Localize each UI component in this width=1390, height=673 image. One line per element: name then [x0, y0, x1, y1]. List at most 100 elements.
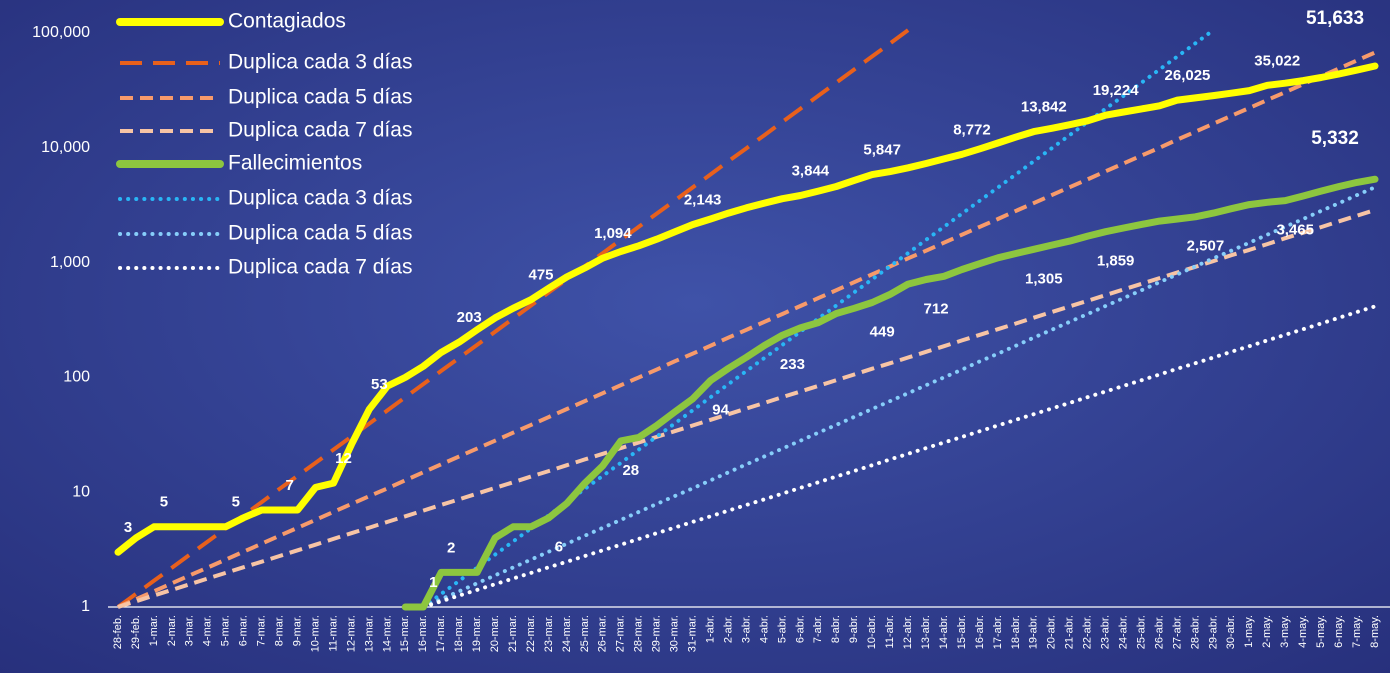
data-label: 6: [555, 539, 563, 556]
x-tick-label: 27-mar.: [615, 615, 627, 652]
data-label: 8,772: [953, 121, 991, 138]
x-tick-label: 1-mar.: [148, 615, 160, 646]
x-tick-label: 1-abr.: [704, 615, 716, 643]
y-tick-label: 10,000: [41, 139, 90, 156]
legend-label: Duplica cada 3 días: [228, 187, 412, 210]
x-tick-label: 11-mar.: [327, 615, 339, 651]
x-tick-label: 15-mar.: [399, 615, 411, 652]
data-label: 449: [870, 323, 895, 340]
x-tick-label: 17-mar.: [435, 615, 447, 652]
legend-label: Duplica cada 7 días: [228, 119, 412, 142]
y-tick-label: 10: [72, 483, 90, 500]
x-tick-label: 30-mar.: [669, 615, 681, 652]
x-tick-label: 12-abr.: [902, 615, 914, 649]
legend-label: Duplica cada 5 días: [228, 222, 412, 245]
data-label: 203: [457, 309, 482, 326]
legend-label: Duplica cada 3 días: [228, 51, 412, 74]
x-tick-label: 20-mar.: [489, 615, 501, 652]
x-tick-label: 22-mar.: [525, 615, 537, 652]
data-label: 26,025: [1165, 67, 1211, 84]
x-tick-label: 9-mar.: [291, 615, 303, 646]
x-tick-label: 30-abr.: [1225, 615, 1237, 649]
data-label: 1,094: [594, 225, 632, 242]
x-tick-label: 16-mar.: [417, 615, 429, 652]
x-tick-label: 23-abr.: [1100, 615, 1112, 649]
data-label: 3: [124, 519, 132, 536]
x-tick-label: 24-mar.: [561, 615, 573, 652]
x-tick-label: 26-mar.: [597, 615, 609, 652]
x-tick-label: 28-mar.: [633, 615, 645, 652]
x-tick-label: 22-abr.: [1082, 615, 1094, 649]
x-tick-label: 20-abr.: [1046, 615, 1058, 649]
x-tick-label: 4-mar.: [202, 615, 214, 646]
data-label: 35,022: [1254, 52, 1300, 69]
data-label: 5,847: [863, 142, 901, 159]
x-tick-label: 10-abr.: [866, 615, 878, 649]
x-tick-label: 11-abr.: [884, 615, 896, 648]
x-tick-label: 8-may.: [1369, 615, 1381, 648]
x-tick-label: 10-mar.: [309, 615, 321, 652]
x-tick-label: 17-abr.: [992, 615, 1004, 649]
x-tick-label: 27-abr.: [1171, 615, 1183, 649]
x-tick-label: 23-mar.: [543, 615, 555, 652]
x-tick-label: 7-abr.: [812, 615, 824, 643]
data-label: 5,332: [1311, 128, 1359, 149]
data-label: 5: [232, 494, 240, 511]
series-line: [421, 185, 1377, 609]
y-tick-label: 1: [81, 598, 90, 615]
x-tick-label: 24-abr.: [1118, 615, 1130, 649]
x-tick-label: 28-abr.: [1189, 615, 1201, 649]
legend-label: Duplica cada 7 días: [228, 256, 412, 279]
x-tick-label: 5-abr.: [776, 615, 788, 643]
x-tick-label: 29-mar.: [651, 615, 663, 652]
x-tick-label: 3-may.: [1279, 615, 1291, 648]
x-tick-label: 21-mar.: [507, 615, 519, 652]
x-tick-label: 21-abr.: [1064, 615, 1076, 649]
data-label: 3,465: [1276, 222, 1314, 239]
data-label: 7: [285, 477, 293, 494]
x-tick-label: 19-abr.: [1028, 615, 1040, 649]
data-label: 1,305: [1025, 270, 1063, 287]
data-label: 28: [622, 462, 639, 479]
x-tick-label: 28-feb.: [112, 615, 124, 649]
x-tick-label: 9-abr.: [848, 615, 860, 643]
data-label: 12: [335, 450, 352, 467]
x-tick-label: 18-mar.: [453, 615, 465, 652]
y-tick-label: 100: [63, 369, 90, 386]
data-label: 475: [528, 267, 553, 284]
x-tick-label: 13-mar.: [363, 615, 375, 652]
data-label: 2: [447, 539, 455, 556]
series-line: [401, 175, 1379, 611]
x-tick-label: 25-abr.: [1135, 615, 1147, 649]
x-tick-label: 6-abr.: [794, 615, 806, 643]
data-label: 51,633: [1306, 8, 1364, 29]
x-tick-label: 3-mar.: [184, 615, 196, 646]
data-label: 13,842: [1021, 99, 1067, 116]
series-line: [114, 62, 1379, 556]
x-tick-label: 7-may.: [1351, 615, 1363, 648]
x-tick-label: 14-abr.: [938, 615, 950, 649]
x-tick-label: 4-abr.: [758, 615, 770, 643]
x-tick-label: 31-mar.: [687, 615, 699, 652]
x-tick-label: 16-abr.: [974, 615, 986, 649]
x-tick-label: 29-feb.: [130, 615, 142, 649]
x-tick-label: 29-abr.: [1207, 615, 1219, 649]
data-label: 2,507: [1187, 238, 1225, 255]
data-label: 5: [160, 494, 168, 511]
x-tick-label: 19-mar.: [471, 615, 483, 652]
x-tick-label: 3-abr.: [740, 615, 752, 643]
data-label: 1,859: [1097, 253, 1135, 270]
y-tick-label: 100,000: [32, 24, 90, 41]
x-tick-label: 12-mar.: [345, 615, 357, 652]
data-label: 233: [780, 356, 805, 373]
x-tick-label: 15-abr.: [956, 615, 968, 649]
data-label: 2,143: [684, 192, 722, 209]
x-tick-label: 18-abr.: [1010, 615, 1022, 649]
data-label: 19,224: [1093, 82, 1140, 99]
x-tick-label: 13-abr.: [920, 615, 932, 649]
x-tick-label: 8-abr.: [830, 615, 842, 643]
legend-label: Fallecimientos: [228, 152, 362, 175]
